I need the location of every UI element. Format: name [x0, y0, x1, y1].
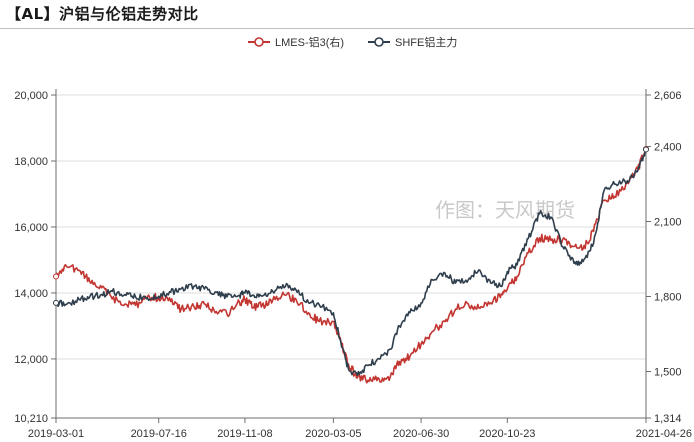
grid-layer: [56, 94, 646, 360]
x-axis-tick-label: 2019-03-01: [28, 428, 84, 440]
legend-swatch-marker: [374, 37, 384, 47]
left-axis-tick-label: 14,000: [14, 288, 48, 300]
left-axis-tick-label: 16,000: [14, 222, 48, 234]
left-axis-tick-label: 10,210: [14, 413, 48, 425]
x-axis-tick-label: 2019-11-08: [217, 428, 272, 440]
watermark-text: 作图：天风期货: [435, 199, 575, 222]
x-axis-tick-label: 2019-07-16: [131, 428, 187, 440]
legend-label: LMES-铝3(右): [275, 35, 344, 49]
series-line-shfe: [55, 148, 647, 377]
left-axis-tick-label: 18,000: [14, 156, 48, 168]
legend: LMES-铝3(右) SHFE铝主力: [248, 35, 457, 49]
right-axis-tick-label: 1,314: [654, 413, 682, 425]
left-axis-tick-label: 12,000: [14, 354, 48, 366]
series-end-point: [643, 146, 649, 153]
right-axis-tick-label: 2,100: [654, 217, 682, 229]
right-axis-tick-label: 2,606: [654, 90, 682, 102]
x-axis-tick-label: 2020-03-05: [305, 428, 361, 440]
right-axis-tick-label: 1,800: [654, 292, 682, 304]
series-start-point: [53, 299, 59, 306]
right-axis-tick-label: 1,500: [654, 367, 682, 379]
right-axis-tick-label: 2,400: [654, 142, 682, 154]
x-axis-tick-label: 2020-10-23: [479, 428, 535, 440]
series-line-lme: [55, 148, 647, 384]
x-axis-tick-label: 2021-04-26: [636, 428, 692, 440]
title-divider: [0, 28, 694, 29]
legend-label: SHFE铝主力: [395, 35, 457, 49]
series-start-point: [53, 273, 59, 280]
series-layer: [53, 146, 649, 384]
left-axis-tick-label: 20,000: [14, 90, 48, 102]
legend-swatch-marker: [254, 37, 264, 47]
axes-layer: 10,210 12,000 14,000 16,000 18,000 20,000 1,31…: [14, 89, 692, 440]
x-axis-tick-label: 2020-06-30: [393, 428, 449, 440]
chart-title: 【AL】沪铝与伦铝走势对比: [6, 5, 199, 23]
